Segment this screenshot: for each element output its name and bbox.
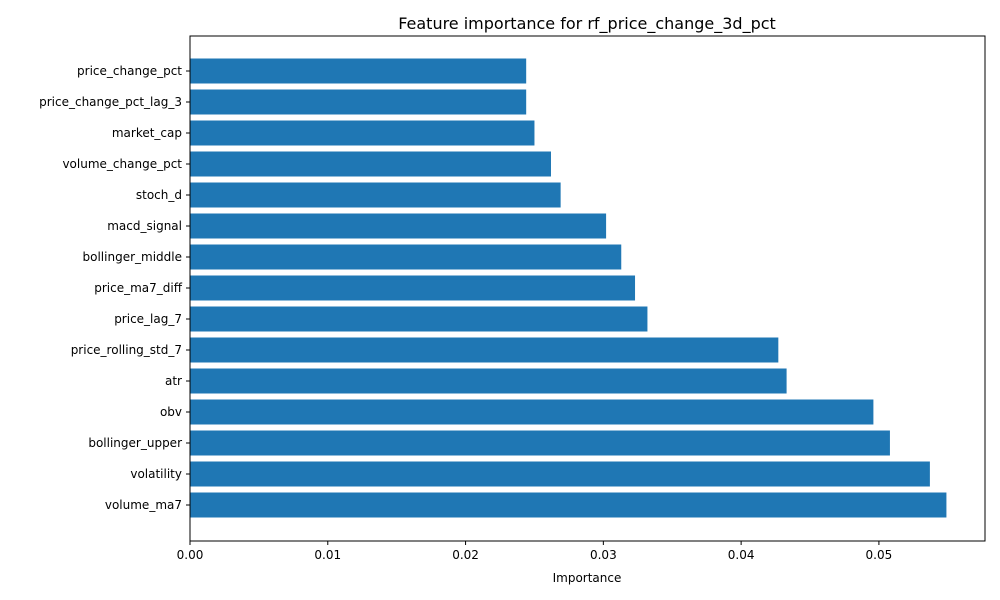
bar-macd-signal [190,213,607,239]
x-tick-label: 0.05 [866,548,893,562]
y-tick-label: volume_ma7 [105,498,182,512]
x-tick-label: 0.03 [590,548,617,562]
bar-atr [190,368,787,394]
y-tick-label: obv [160,405,182,419]
y-tick-label: bollinger_upper [88,436,182,450]
bar-price-lag-7 [190,306,648,332]
x-tick-label: 0.02 [452,548,479,562]
bar-volatility [190,461,930,487]
y-tick-label: volatility [130,467,182,481]
x-axis-ticks: 0.00 0.01 0.02 0.03 0.04 0.05 [177,541,893,562]
y-tick-label: price_lag_7 [114,312,182,326]
bar-price-change-pct-lag-3 [190,89,527,115]
bars-group [190,58,947,518]
bar-price-change-pct [190,58,527,84]
y-tick-label: macd_signal [107,219,182,233]
bar-bollinger-upper [190,430,890,456]
bar-market-cap [190,120,535,146]
y-axis-ticks: price_change_pct price_change_pct_lag_3ma… [39,64,190,512]
bar-bollinger-middle [190,244,622,270]
plot-frame [189,35,986,542]
x-tick-label: 0.00 [177,548,204,562]
y-tick-label: market_cap [112,126,182,140]
y-tick-label: price_change_pct_lag_3 [39,95,182,109]
y-tick-label: bollinger_middle [83,250,182,264]
bar-price-rolling-std-7 [190,337,779,363]
x-tick-label: 0.04 [728,548,755,562]
bar-price-ma7-diff [190,275,636,301]
bar-volume-ma7 [190,492,947,518]
bar-volume-change-pct [190,151,551,177]
y-tick-label: atr [165,374,182,388]
x-axis-label: Importance [553,571,622,585]
y-tick-label: volume_change_pct [62,157,182,171]
x-tick-label: 0.01 [314,548,341,562]
y-tick-label: price_change_pct [77,64,182,78]
y-tick-label: price_rolling_std_7 [71,343,182,357]
y-tick-label: stoch_d [136,188,182,202]
bar-stoch-d [190,182,561,208]
chart-title: Feature importance for rf_price_change_3… [398,14,776,34]
y-tick-label: price_ma7_diff [94,281,182,295]
bar-obv [190,399,874,425]
